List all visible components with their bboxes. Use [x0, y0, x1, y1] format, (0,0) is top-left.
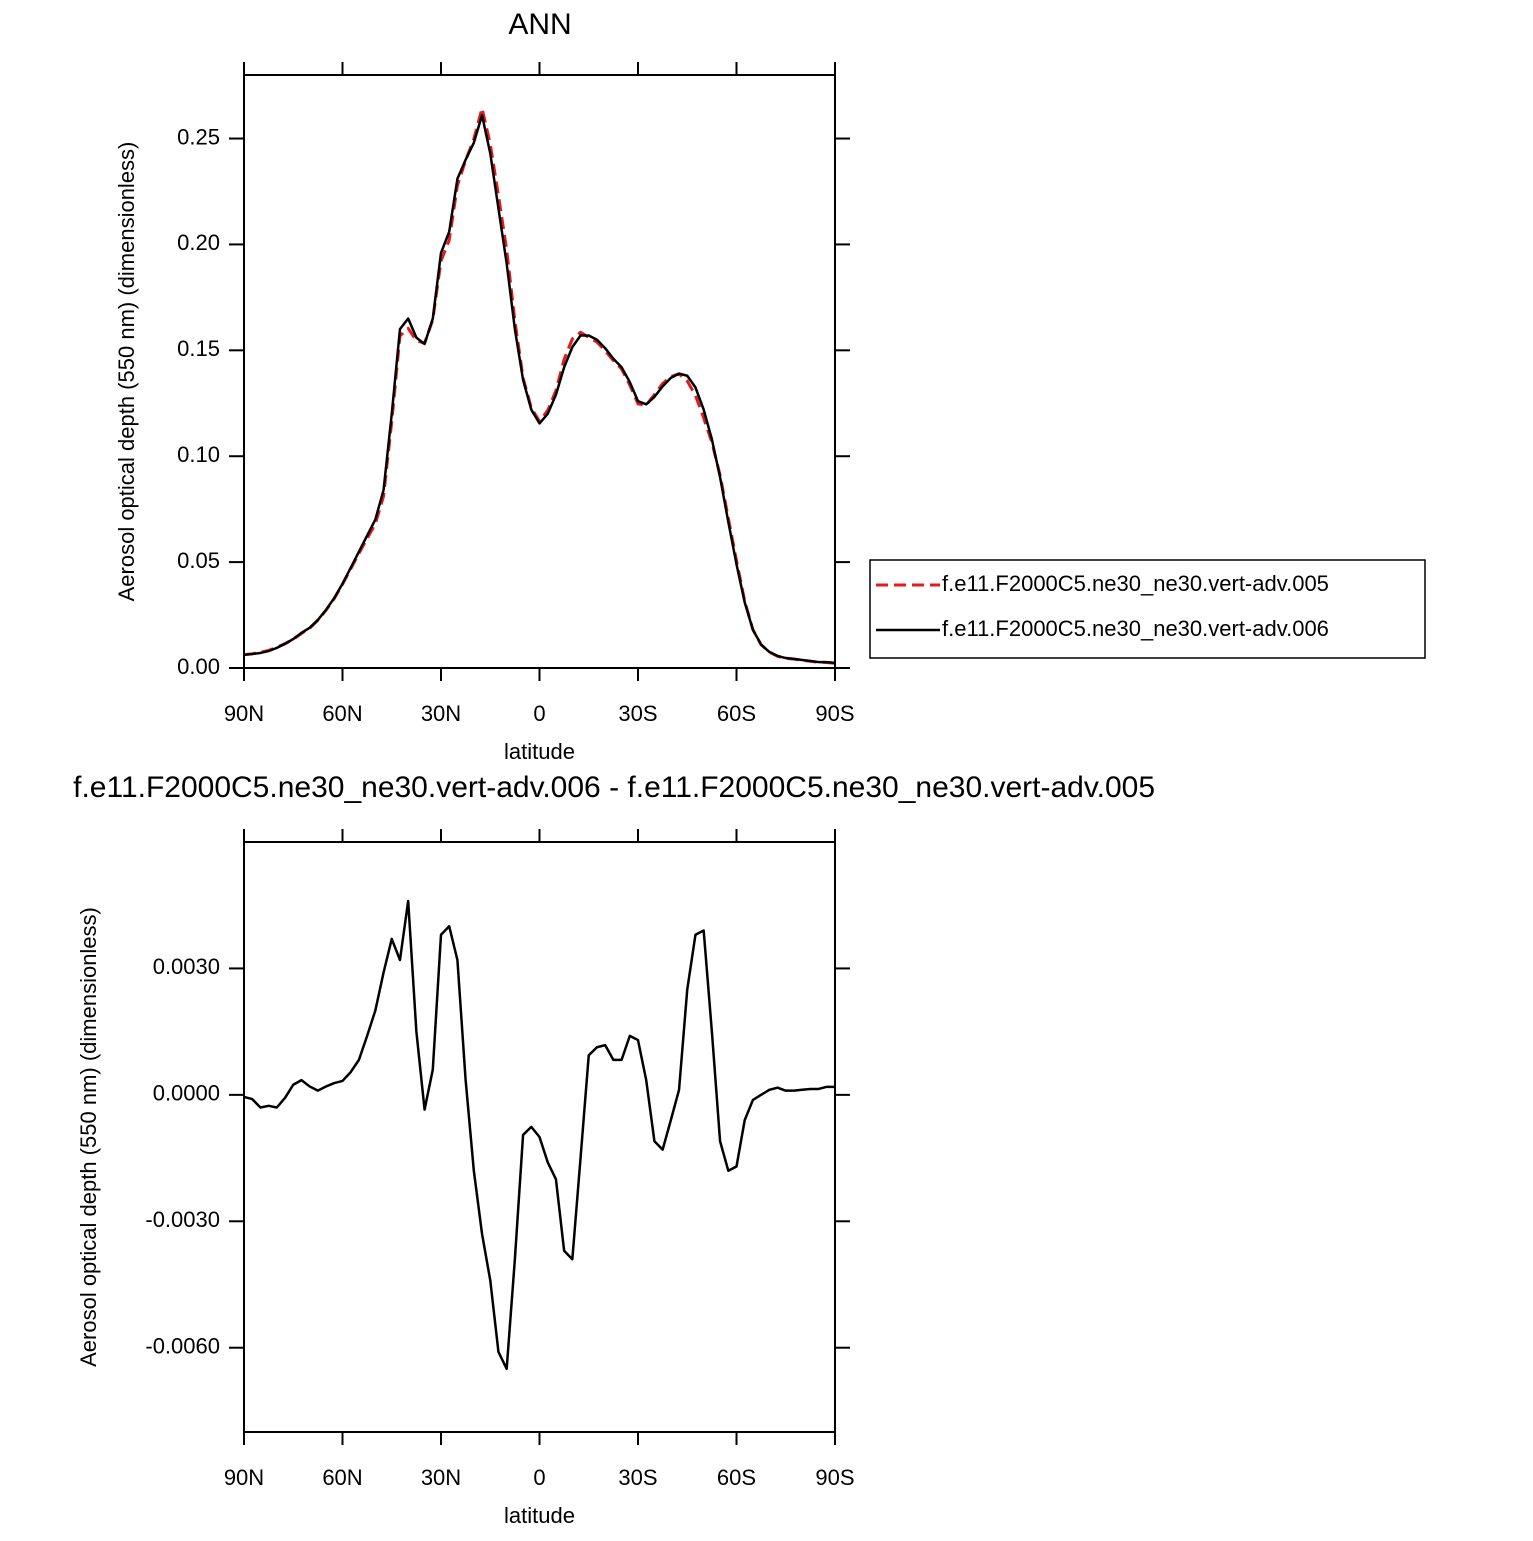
- legend-box: [869, 559, 1426, 659]
- y-tick-label: 0.15: [177, 336, 220, 361]
- x-tick-label: 0: [533, 701, 545, 726]
- x-tick-label: 30N: [421, 701, 461, 726]
- panel: f.e11.F2000C5.ne30_ne30.vert-adv.006 - f…: [73, 771, 1155, 1528]
- chart-title: ANN: [508, 8, 571, 41]
- y-tick-label: -0.0030: [145, 1207, 220, 1232]
- x-tick-label: 30S: [618, 701, 657, 726]
- series-line: [243, 106, 836, 665]
- x-tick-label: 90S: [815, 1465, 854, 1490]
- x-tick-label: 90N: [224, 701, 264, 726]
- y-tick-label: 0.05: [177, 548, 220, 573]
- x-tick-label: 90S: [815, 701, 854, 726]
- legend-label: f.e11.F2000C5.ne30_ne30.vert-adv.006: [942, 616, 1329, 641]
- y-tick-label: 0.00: [177, 654, 220, 679]
- chart-title: f.e11.F2000C5.ne30_ne30.vert-adv.006 - f…: [73, 771, 1155, 804]
- plot-frame: [243, 74, 836, 669]
- x-tick-label: 0: [533, 1465, 545, 1490]
- x-tick-label: 60S: [717, 701, 756, 726]
- x-tick-label: 30N: [421, 1465, 461, 1490]
- series-line: [243, 899, 835, 1371]
- y-tick-label: 0.25: [177, 124, 220, 149]
- y-axis-label: Aerosol optical depth (550 nm) (dimensio…: [76, 907, 101, 1367]
- x-axis-label: latitude: [504, 739, 575, 764]
- series-line: [243, 113, 836, 665]
- x-axis-label: latitude: [504, 1503, 575, 1528]
- x-tick-label: 60N: [322, 701, 362, 726]
- x-tick-label: 60S: [717, 1465, 756, 1490]
- y-tick-label: 0.0000: [153, 1081, 220, 1106]
- x-tick-label: 90N: [224, 1465, 264, 1490]
- y-tick-label: 0.20: [177, 230, 220, 255]
- x-tick-label: 60N: [322, 1465, 362, 1490]
- y-tick-label: 0.0030: [153, 954, 220, 979]
- legend-label: f.e11.F2000C5.ne30_ne30.vert-adv.005: [942, 571, 1329, 596]
- y-axis-label: Aerosol optical depth (550 nm) (dimensio…: [114, 142, 139, 602]
- panel: ANN 90N 60N 30N 0 30S 60S 90S 0.00 0.05 0.10 0.15 0.…: [114, 8, 1426, 764]
- y-tick-label: -0.0060: [145, 1334, 220, 1359]
- y-tick-label: 0.10: [177, 442, 220, 467]
- plot-frame: [243, 841, 836, 1433]
- x-tick-label: 30S: [618, 1465, 657, 1490]
